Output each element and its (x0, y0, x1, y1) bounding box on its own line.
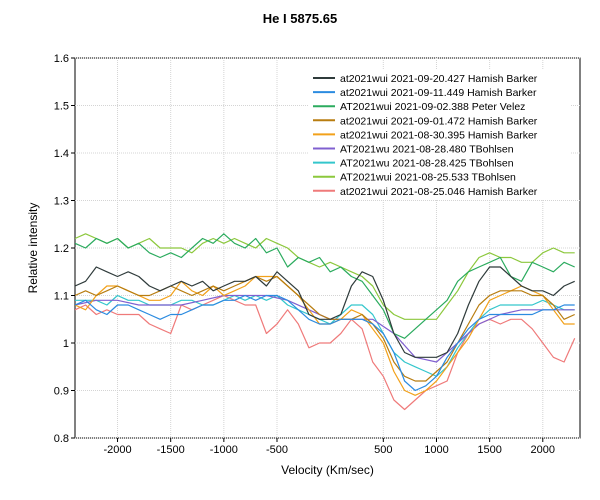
y-tick-label: 1.2 (54, 243, 69, 255)
x-tick-label: 1500 (477, 444, 501, 456)
legend-background (309, 69, 571, 200)
x-tick-label: -500 (266, 444, 288, 456)
legend-label: AT2021wui 2021-08-25.533 TBohlsen (340, 172, 516, 184)
legend-label: AT2021wu 2021-08-28.425 TBohlsen (340, 158, 514, 170)
y-tick-label: 1.5 (54, 101, 69, 113)
y-tick-label: 1.4 (54, 148, 69, 160)
legend-label: at2021wui 2021-08-30.395 Hamish Barker (340, 129, 538, 141)
y-tick-label: 0.9 (54, 386, 69, 398)
y-tick-label: 1 (63, 338, 69, 350)
x-axis-label: Velocity (Km/sec) (281, 463, 374, 477)
legend-label: at2021wui 2021-08-25.046 Hamish Barker (340, 186, 538, 198)
series-line (75, 233, 575, 339)
grid (75, 57, 580, 439)
legend-label: at2021wui 2021-09-20.427 Hamish Barker (340, 73, 538, 85)
series-line (75, 294, 576, 411)
y-tick-label: 1.1 (54, 291, 69, 303)
x-tick-label: -1000 (210, 444, 238, 456)
x-tick-label: -1500 (157, 444, 185, 456)
legend-label: AT2021wui 2021-09-02.388 Peter Velez (340, 101, 525, 113)
legend-label: at2021wui 2021-09-11.449 Hamish Barker (340, 87, 537, 99)
x-tick-label: -2000 (103, 444, 131, 456)
x-tick-label: 1000 (424, 444, 448, 456)
chart-title: He I 5875.65 (262, 11, 338, 26)
legend: at2021wui 2021-09-20.427 Hamish Barker at… (309, 69, 571, 200)
series-lines (75, 233, 576, 411)
y-tick-label: 1.3 (54, 196, 69, 208)
x-tick-label: 2000 (531, 444, 555, 456)
x-tick-label: 500 (374, 444, 392, 456)
y-tick-label: 1.6 (54, 53, 69, 65)
axes: -2000 -1500 -1000 -500 500 1000 1500 2000 0.8 0.9… (54, 53, 555, 456)
y-tick-label: 0.8 (54, 433, 69, 445)
legend-label: at2021wui 2021-09-01.472 Hamish Barker (340, 115, 538, 127)
series-line (75, 275, 575, 382)
series-line (75, 294, 575, 392)
legend-label: AT2021wu 2021-08-28.480 TBohlsen (340, 144, 514, 156)
series-line (75, 266, 575, 358)
